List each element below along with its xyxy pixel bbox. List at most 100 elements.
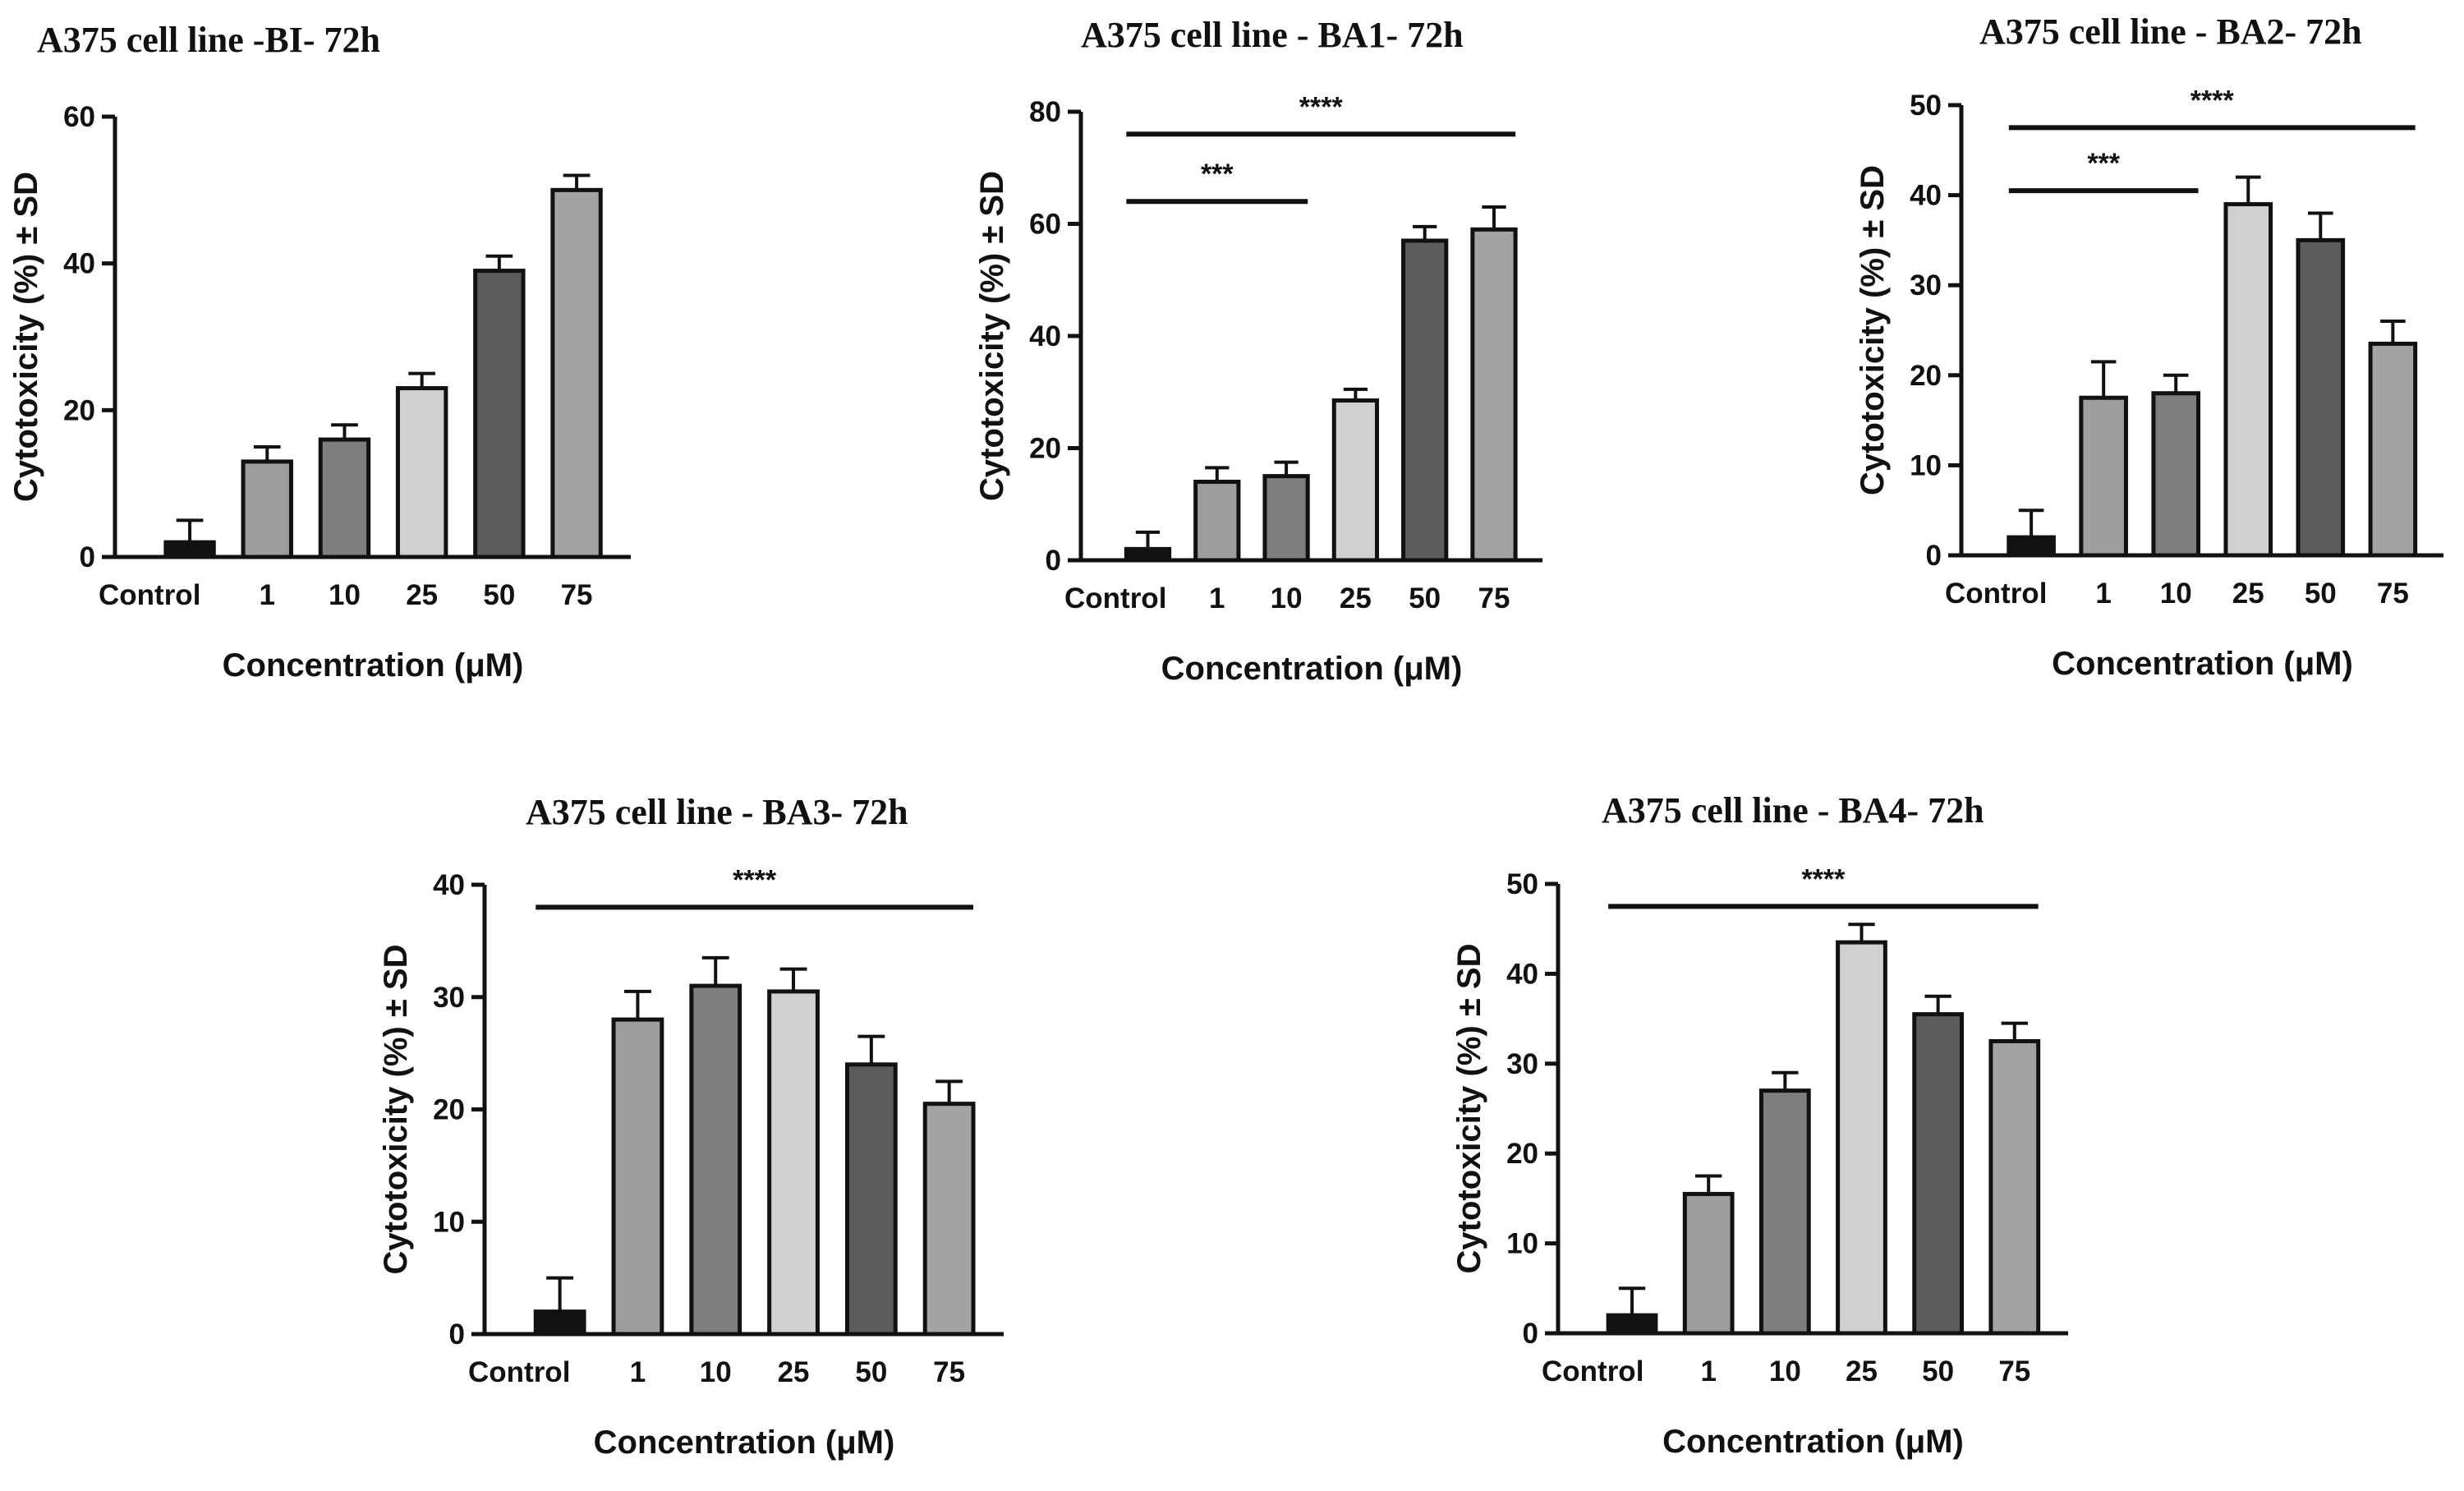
x-axis-label: Concentration (μM)	[1662, 1424, 1964, 1460]
bar-control	[163, 540, 216, 559]
bar-10	[689, 983, 742, 1337]
x-tick-label: 25	[2232, 578, 2264, 610]
x-tick-label: Control	[99, 579, 200, 611]
x-tick-label: 1	[1209, 582, 1225, 614]
bar-25	[2223, 202, 2273, 558]
x-tick-label: 50	[1922, 1355, 1954, 1387]
x-tick-label: 50	[2305, 578, 2337, 610]
bar-10	[2151, 391, 2201, 558]
x-tick-label: 50	[1409, 582, 1441, 614]
panel-5: A375 cell line - BA4- 72h 0 10 20 30 40 50 Cyto…	[1451, 790, 2068, 1460]
y-axis-label: Cytotoxicity (%) ± SD	[378, 945, 414, 1275]
y-tick-label: 0	[449, 1318, 465, 1351]
bar-25	[1331, 398, 1380, 563]
bar-1	[2079, 395, 2128, 558]
y-axis-label: Cytotoxicity (%) ± SD	[8, 172, 44, 502]
y-tick-label: 20	[1029, 433, 1061, 465]
panel-title: A375 cell line - BA1- 72h	[1081, 15, 1464, 55]
significance-label: ****	[1299, 91, 1344, 122]
x-tick-label: 25	[1340, 582, 1372, 614]
bar-50	[1912, 1012, 1965, 1336]
bar-25	[767, 989, 820, 1337]
y-tick-label: 80	[1029, 96, 1061, 128]
bar-1	[611, 1017, 664, 1337]
significance-label: ***	[1201, 159, 1234, 190]
y-axis-label: Cytotoxicity (%) ± SD	[1855, 165, 1891, 495]
bar-50	[473, 269, 526, 559]
y-tick-label: 20	[63, 394, 95, 426]
y-tick-label: 30	[1910, 269, 1942, 301]
y-tick-label: 10	[1910, 449, 1942, 481]
x-axis-label: Concentration (μM)	[1161, 651, 1463, 687]
y-tick-label: 0	[1926, 540, 1942, 572]
y-tick-label: 30	[433, 982, 465, 1014]
x-tick-label: 75	[2377, 578, 2409, 610]
bar-10	[1262, 474, 1310, 563]
x-tick-label: 75	[561, 579, 593, 611]
y-tick-label: 40	[1910, 180, 1942, 212]
y-tick-label: 30	[1506, 1048, 1538, 1080]
y-tick-label: 50	[1910, 90, 1942, 122]
x-axis-label: Concentration (μM)	[2052, 646, 2353, 682]
x-tick-label: 10	[700, 1356, 732, 1388]
y-tick-label: 0	[80, 541, 95, 573]
y-tick-label: 40	[433, 869, 465, 901]
significance-label: ***	[2087, 148, 2120, 179]
y-tick-label: 20	[1506, 1138, 1538, 1170]
y-tick-label: 40	[1029, 320, 1061, 352]
x-tick-label: 1	[630, 1356, 646, 1388]
bar-control	[2007, 535, 2056, 558]
x-tick-label: Control	[1542, 1355, 1643, 1387]
bar-75	[2368, 341, 2418, 558]
panel-title: A375 cell line - BA4- 72h	[1602, 790, 1984, 831]
y-tick-label: 10	[1506, 1228, 1538, 1260]
y-tick-label: 40	[1506, 958, 1538, 990]
bar-10	[318, 437, 371, 559]
panel-4: A375 cell line - BA3- 72h 0 10 20 30 40 Cytoto…	[378, 792, 1004, 1461]
y-tick-label: 0	[1046, 545, 1061, 577]
x-tick-label: 25	[406, 579, 438, 611]
y-tick-label: 40	[63, 248, 95, 280]
y-tick-label: 20	[433, 1094, 465, 1126]
x-tick-label: 25	[778, 1356, 810, 1388]
x-tick-label: 1	[1700, 1355, 1716, 1387]
panel-2: A375 cell line - BA1- 72h 0 20 40 60 80 Cytoto…	[974, 15, 1542, 687]
x-tick-label: 10	[1769, 1355, 1801, 1387]
x-tick-label: Control	[468, 1356, 570, 1388]
x-tick-label: 75	[1478, 582, 1510, 614]
bar-1	[1682, 1191, 1735, 1336]
bar-50	[1401, 238, 1449, 563]
x-tick-label: 10	[329, 579, 361, 611]
y-tick-label: 10	[433, 1206, 465, 1238]
significance-label: ****	[2190, 85, 2235, 116]
panel-title: A375 cell line - BA3- 72h	[526, 792, 908, 832]
bar-1	[1193, 479, 1241, 563]
x-axis-label: Concentration (μM)	[223, 647, 524, 683]
x-tick-label: Control	[1064, 582, 1166, 614]
bar-75	[1470, 227, 1518, 563]
x-tick-label: 10	[2160, 578, 2192, 610]
bar-10	[1758, 1088, 1811, 1336]
x-tick-label: Control	[1945, 578, 2047, 610]
significance-label: ****	[733, 864, 777, 895]
panel-1: A375 cell line -BI- 72h 0 20 40 60 Cytotoxici…	[8, 20, 631, 683]
bar-25	[1836, 940, 1887, 1336]
panel-3: A375 cell line - BA2- 72h 0 10 20 30 40 50 Cyto…	[1855, 12, 2443, 682]
panel-title: A375 cell line -BI- 72h	[37, 20, 380, 60]
bar-control	[1606, 1313, 1658, 1336]
panel-title: A375 cell line - BA2- 72h	[1979, 12, 2362, 52]
y-axis-label: Cytotoxicity (%) ± SD	[1451, 944, 1487, 1274]
x-tick-label: 50	[483, 579, 515, 611]
significance-label: ****	[1801, 863, 1846, 895]
bar-1	[241, 459, 293, 559]
bar-control	[533, 1309, 586, 1337]
bar-75	[1988, 1038, 2041, 1336]
y-axis-label: Cytotoxicity (%) ± SD	[974, 171, 1010, 501]
x-axis-label: Concentration (μM)	[594, 1424, 895, 1461]
bar-50	[2296, 237, 2346, 558]
bar-25	[395, 386, 448, 559]
x-tick-label: 10	[1271, 582, 1303, 614]
x-tick-label: 50	[855, 1356, 887, 1388]
y-tick-label: 50	[1506, 868, 1538, 900]
